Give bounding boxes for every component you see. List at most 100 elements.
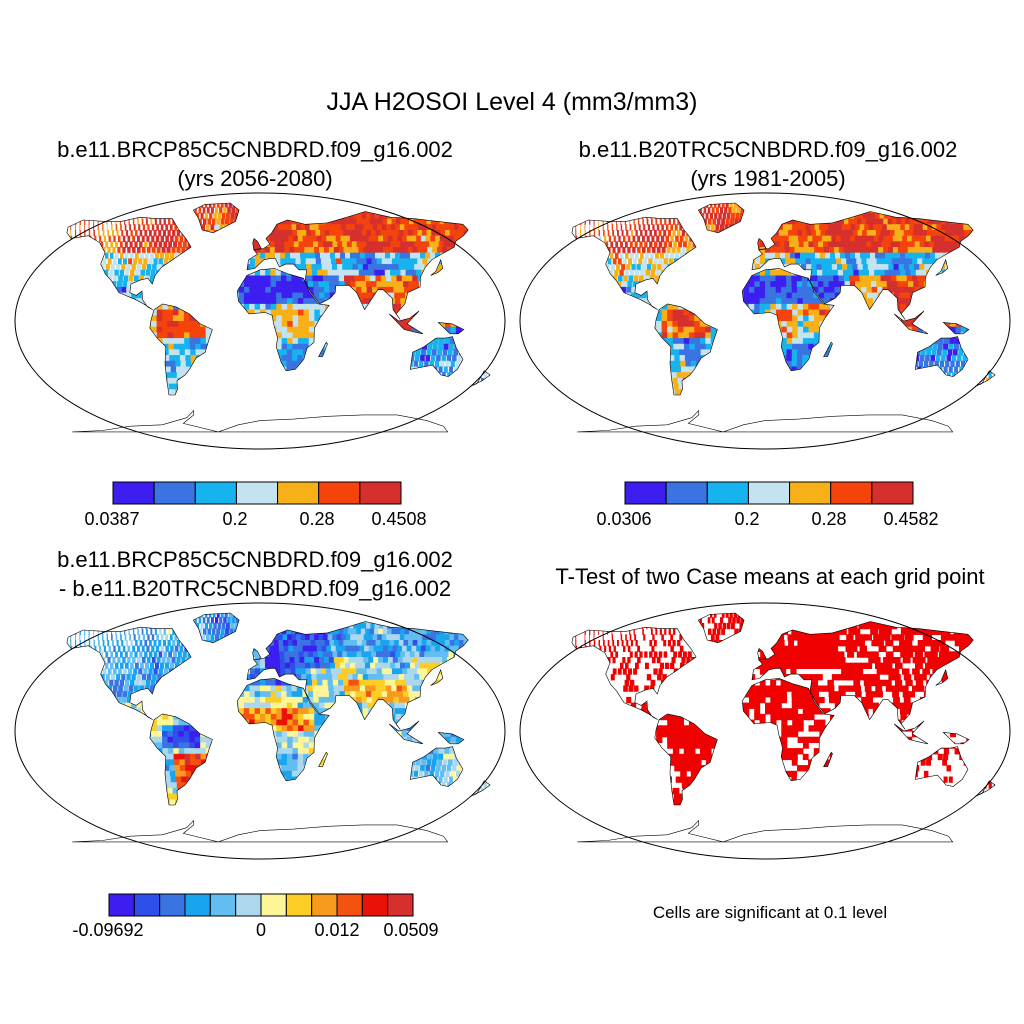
grid-cell [426,349,432,356]
grid-cell [668,218,671,225]
coastline-antarctica [72,409,449,433]
grid-cell [449,338,455,345]
grid-cell [638,203,640,208]
grid-cell [582,207,586,214]
grid-cell [655,218,658,225]
grid-cell [348,269,356,277]
grid-cell [790,258,797,265]
grid-cell [625,252,629,259]
grid-cell [97,224,99,231]
grid-cell [419,241,428,248]
grid-cell [665,235,669,242]
grid-cell [475,389,477,395]
grid-cell [167,326,174,333]
grid-cell [765,292,771,299]
grid-cell [740,207,745,214]
grid-cell [305,258,312,265]
grid-cell [328,247,336,254]
grid-cell [352,230,360,237]
grid-cell [797,298,804,305]
grid-cell [770,275,777,282]
grid-cell [174,355,182,362]
grid-cell [285,258,292,265]
grid-cell [860,252,868,259]
grid-cell [877,286,884,294]
grid-cell [931,230,941,237]
grid-cell [327,241,335,248]
grid-cell [909,224,919,231]
grid-cell [360,252,368,259]
grid-cell [686,247,691,254]
grid-cell [868,247,876,254]
grid-cell [334,281,341,288]
grid-cell [679,224,683,231]
grid-cell [855,224,863,231]
grid-cell [413,203,425,208]
grid-cell [389,298,396,305]
grid-cell [639,241,643,248]
grid-cell [618,235,621,242]
grid-cell [395,252,403,259]
grid-cell [909,241,919,248]
grid-cell [299,247,306,254]
grid-cell [158,230,162,237]
grid-cell [35,253,37,259]
grid-cell [906,275,914,282]
grid-cell [206,207,210,214]
grid-cell [562,236,563,242]
grid-cell [839,230,846,237]
grid-cell [238,286,245,294]
grid-cell [286,218,293,225]
grid-cell [357,230,365,237]
grid-cell [48,401,58,407]
grid-cell [493,361,497,367]
grid-cell [275,275,282,282]
grid-cell [663,258,668,265]
grid-cell [400,298,407,305]
grid-cell [780,275,787,282]
grid-cell [357,212,366,220]
grid-cell [118,235,121,242]
grid-cell [898,286,906,294]
grid-cell [163,258,169,265]
grid-cell [432,203,445,208]
grid-cell [110,264,115,271]
grid-cell [278,230,285,237]
grid-cell [281,281,288,288]
grid-cell [423,207,435,214]
grid-cell [111,212,113,220]
grid-cell [397,281,405,288]
grid-cell [842,264,849,271]
grid-cell [377,224,386,231]
grid-cell [607,218,608,225]
grid-cell [183,315,190,322]
grid-cell [820,252,827,259]
grid-cell [409,203,421,208]
grid-cell [404,241,414,248]
grid-cell [441,355,447,362]
grid-cell [361,286,368,294]
grid-cell [142,224,145,231]
grid-cell [318,281,325,288]
grid-cell [617,247,621,254]
grid-cell [274,247,281,254]
grid-cell [288,235,295,242]
grid-cell [297,355,303,362]
grid-cell [783,230,790,237]
grid-cell [119,269,124,277]
grid-cell [765,275,771,282]
grid-cell [260,292,266,299]
grid-cell [332,224,340,231]
grid-cell [599,207,602,214]
grid-cell [792,230,799,237]
grid-cell [862,212,871,220]
grid-cell [392,281,400,288]
grid-cell [888,247,896,254]
grid-cell [660,252,665,259]
grid-cell [642,203,644,208]
grid-cell [714,212,718,220]
grid-cell [843,218,852,225]
grid-cell [781,286,788,294]
grid-cell [809,247,816,254]
grid-cell [297,298,304,305]
